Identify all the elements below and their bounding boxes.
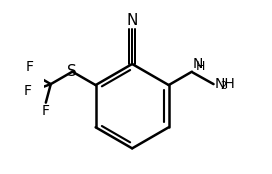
Text: NH: NH <box>215 77 235 91</box>
Text: N: N <box>126 13 138 28</box>
Text: F: F <box>42 104 50 118</box>
Text: H: H <box>196 60 206 73</box>
Text: 2: 2 <box>221 81 227 91</box>
Text: S: S <box>67 64 77 79</box>
Text: F: F <box>25 60 33 74</box>
Text: F: F <box>24 84 32 98</box>
Text: N: N <box>193 57 203 71</box>
